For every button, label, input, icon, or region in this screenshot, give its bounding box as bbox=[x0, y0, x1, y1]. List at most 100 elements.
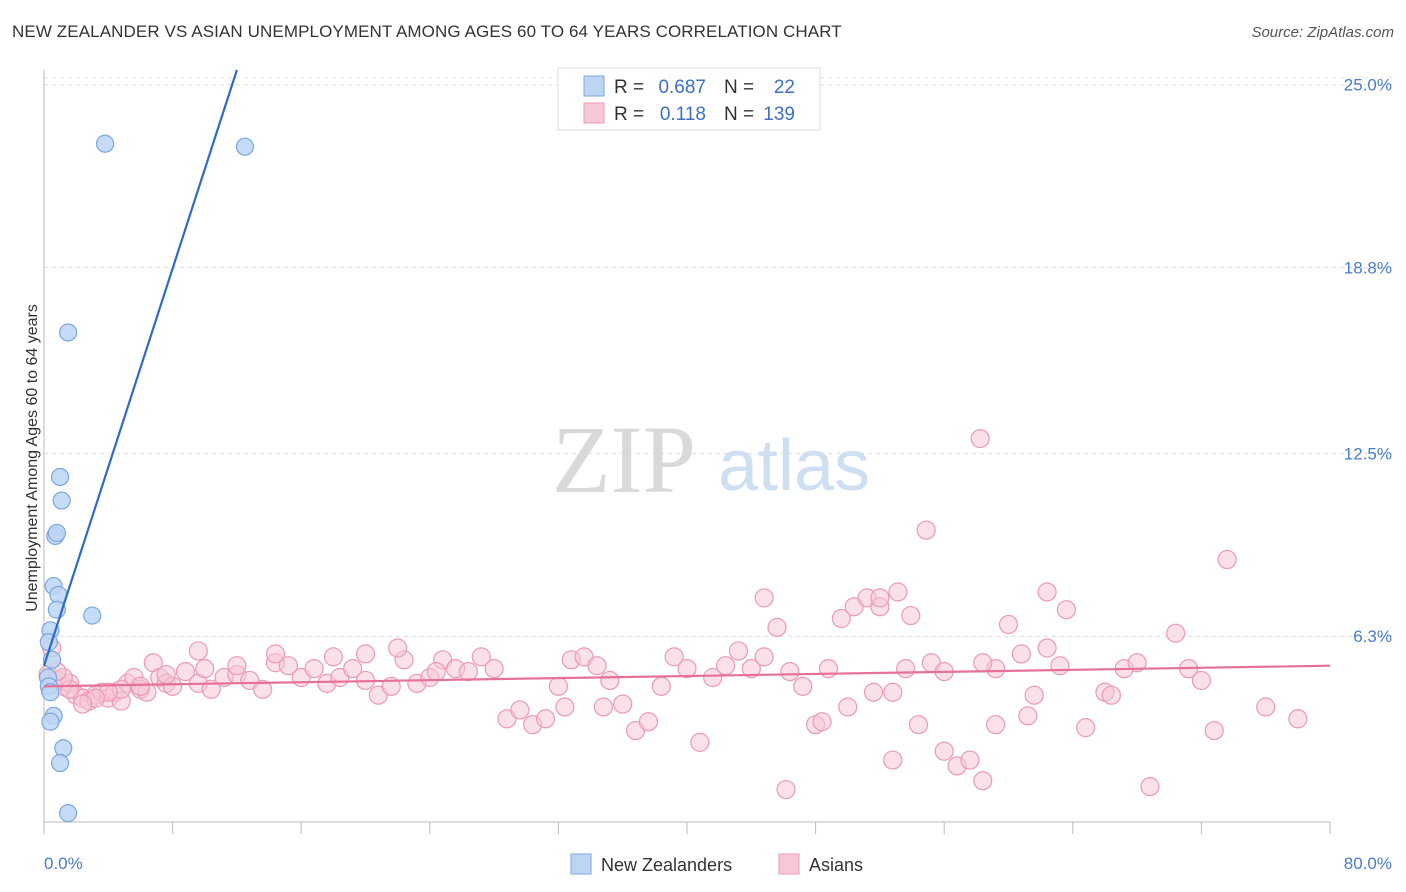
asian-point-99 bbox=[973, 653, 993, 673]
asian-point-126 bbox=[323, 647, 343, 667]
y-tick-labels: 6.3% 12.5% 18.8% 25.0% bbox=[1344, 76, 1392, 646]
asian-point-35 bbox=[343, 659, 363, 679]
asian-point-127 bbox=[265, 644, 286, 664]
new-zealander-point-19 bbox=[54, 739, 73, 758]
new-zealander-point-2 bbox=[59, 323, 78, 342]
asian-point-68 bbox=[767, 617, 787, 637]
asian-point-109 bbox=[1140, 777, 1160, 797]
new-zealander-point-3 bbox=[50, 467, 70, 487]
asian-point-115 bbox=[1256, 697, 1276, 717]
chart-source: Source: ZipAtlas.com bbox=[1251, 24, 1394, 41]
asian-point-125 bbox=[355, 644, 376, 664]
asian-point-62 bbox=[690, 732, 710, 752]
asian-point-124 bbox=[388, 638, 408, 658]
asian-point-21 bbox=[175, 661, 196, 682]
asian-point-44 bbox=[458, 661, 478, 682]
bottom-legend-swatch-asians bbox=[778, 853, 800, 875]
asian-point-61 bbox=[677, 659, 697, 679]
x-tick-label-min: 0.0% bbox=[44, 854, 83, 873]
watermark-atlas: atlas bbox=[718, 426, 870, 506]
asian-point-55 bbox=[600, 670, 620, 691]
asian-point-118 bbox=[883, 682, 903, 702]
y-tick-label-0: 6.3% bbox=[1353, 627, 1392, 646]
x-tick-label-max: 80.0% bbox=[1344, 854, 1392, 873]
chart-title: NEW ZEALANDER VS ASIAN UNEMPLOYMENT AMON… bbox=[12, 22, 842, 41]
asian-point-96 bbox=[901, 605, 921, 626]
grid-lines bbox=[44, 77, 1392, 637]
trend-lines bbox=[42, 69, 1331, 688]
asian-point-97 bbox=[916, 520, 936, 540]
asian-point-106 bbox=[1101, 685, 1121, 705]
watermark-zip: ZIP bbox=[552, 406, 696, 513]
legend-r-value-0: 0.687 bbox=[658, 77, 706, 98]
asian-point-28 bbox=[253, 679, 273, 699]
legend-n-label-1: N = bbox=[724, 104, 754, 125]
asian-point-129 bbox=[188, 641, 208, 661]
asian-point-83 bbox=[960, 750, 980, 770]
asian-point-101 bbox=[1018, 706, 1038, 726]
asian-point-88 bbox=[1024, 685, 1044, 705]
new-zealander-point-6 bbox=[47, 523, 66, 543]
stats-legend: R = 0.687 N = 22 R = 0.118 N = 139 bbox=[557, 67, 821, 131]
asian-point-119 bbox=[863, 682, 884, 702]
bottom-legend-label-asians: Asians bbox=[809, 855, 863, 875]
series-legend: New Zealanders Asians bbox=[570, 853, 863, 875]
asian-point-67 bbox=[754, 647, 774, 667]
asian-point-120 bbox=[754, 588, 774, 608]
new-zealander-point-21 bbox=[59, 804, 78, 823]
asian-point-59 bbox=[651, 676, 671, 696]
asian-point-102 bbox=[1037, 582, 1057, 602]
legend-r-label-0: R = bbox=[614, 77, 644, 98]
bottom-legend-swatch-new-zealanders bbox=[570, 853, 592, 875]
asian-point-112 bbox=[1191, 670, 1212, 691]
asian-point-108 bbox=[1127, 653, 1147, 673]
new-zealander-point-20 bbox=[50, 753, 70, 773]
asian-point-103 bbox=[1056, 600, 1076, 620]
asian-point-30 bbox=[278, 656, 298, 676]
new-zealander-point-16 bbox=[41, 683, 60, 702]
new-zealander-trend-line bbox=[42, 69, 238, 667]
legend-n-value-0: 22 bbox=[774, 77, 795, 98]
asian-point-104 bbox=[1076, 718, 1096, 738]
asian-point-32 bbox=[304, 659, 324, 679]
asian-point-64 bbox=[715, 656, 736, 676]
asian-point-81 bbox=[934, 741, 954, 761]
asian-point-110 bbox=[1166, 623, 1186, 643]
asian-point-92 bbox=[812, 712, 832, 732]
asian-point-123 bbox=[426, 661, 446, 682]
new-zealander-point-4 bbox=[52, 491, 71, 510]
legend-swatch-asians bbox=[583, 102, 605, 124]
asian-point-117 bbox=[970, 429, 990, 449]
asian-point-93 bbox=[838, 697, 858, 717]
y-tick-label-1: 12.5% bbox=[1344, 444, 1392, 463]
asian-point-130 bbox=[156, 664, 176, 685]
asian-point-113 bbox=[1204, 720, 1224, 741]
asian-point-48 bbox=[510, 700, 530, 720]
new-zealander-point-0 bbox=[95, 134, 115, 153]
series-new-zealanders bbox=[38, 134, 255, 823]
asian-point-95 bbox=[888, 582, 908, 602]
asian-point-60 bbox=[664, 647, 684, 667]
asian-point-79 bbox=[908, 715, 929, 735]
legend-n-label-0: N = bbox=[724, 77, 754, 98]
y-tick-label-2: 18.8% bbox=[1344, 259, 1392, 278]
asian-point-86 bbox=[998, 614, 1019, 635]
asian-point-50 bbox=[535, 709, 556, 729]
asian-point-66 bbox=[741, 659, 761, 679]
asian-point-46 bbox=[484, 659, 504, 679]
asian-point-90 bbox=[1050, 656, 1070, 676]
legend-swatch-new-zealanders bbox=[583, 75, 605, 97]
asian-point-51 bbox=[548, 676, 569, 696]
legend-n-value-1: 139 bbox=[763, 104, 795, 125]
asian-point-131 bbox=[130, 676, 151, 696]
asian-point-122 bbox=[555, 697, 575, 717]
asian-point-94 bbox=[870, 588, 890, 608]
new-zealander-point-10 bbox=[83, 606, 102, 625]
new-zealander-point-18 bbox=[41, 712, 60, 731]
asian-point-73 bbox=[831, 608, 851, 629]
asian-point-100 bbox=[986, 715, 1006, 735]
asian-point-56 bbox=[613, 694, 633, 714]
asian-point-91 bbox=[776, 779, 796, 800]
asian-point-45 bbox=[471, 647, 491, 667]
